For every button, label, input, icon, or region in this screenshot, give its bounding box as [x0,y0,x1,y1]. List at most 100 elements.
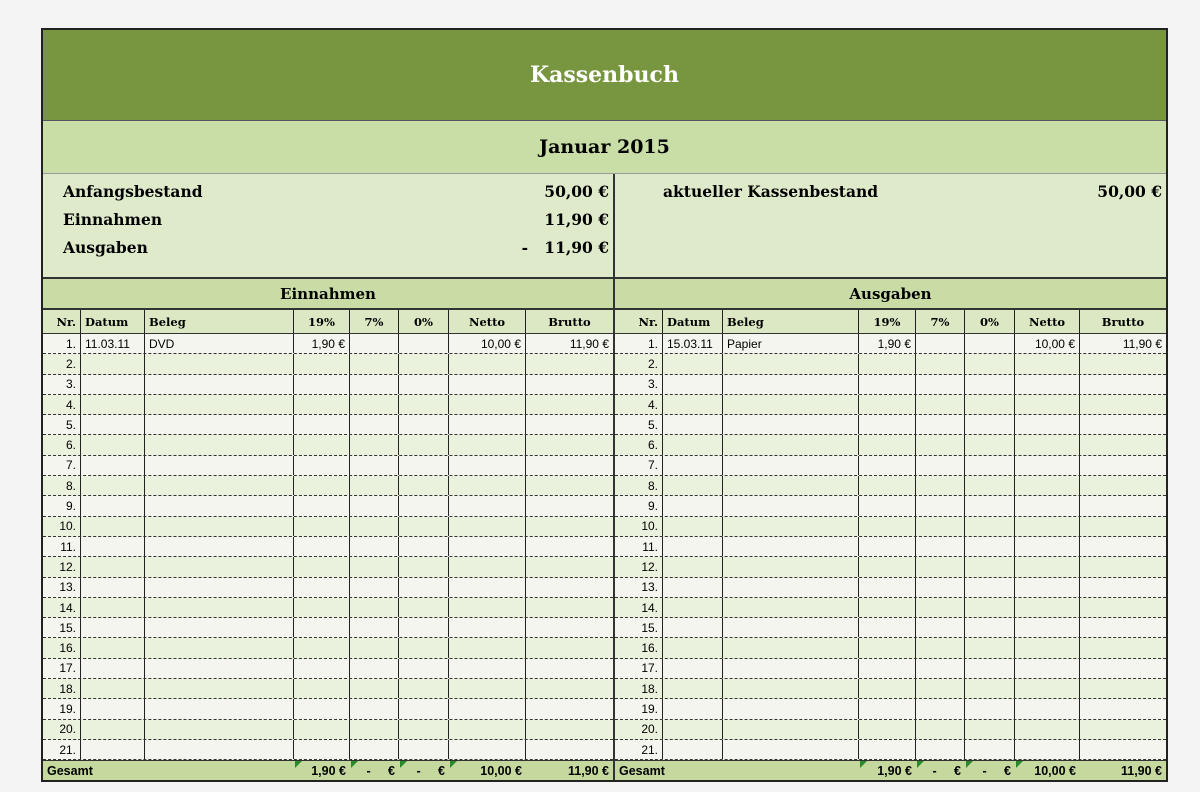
cell-brutto[interactable] [526,557,613,576]
cell-0[interactable] [399,354,449,374]
cell-brutto[interactable] [1080,435,1166,454]
column-header[interactable]: 7% [350,310,399,333]
cell-brutto[interactable] [526,578,613,597]
cell-beleg[interactable] [723,658,859,679]
cell-7[interactable] [916,719,965,739]
cell-19[interactable] [294,699,350,719]
cell-19[interactable] [859,496,916,516]
cell-datum[interactable] [663,496,723,516]
cell-nr[interactable]: 1. [615,334,663,354]
cell-datum[interactable] [663,557,723,577]
cell-datum[interactable] [81,415,145,435]
cell-beleg[interactable] [723,679,859,699]
cell-nr[interactable]: 12. [615,557,663,577]
cell-brutto[interactable]: 11,90 € [1122,336,1162,351]
cell-datum[interactable] [81,435,145,455]
cell-brutto[interactable] [1080,557,1166,576]
cell-netto[interactable] [449,354,526,374]
cell-beleg[interactable] [145,699,294,719]
cell-0[interactable] [965,557,1015,577]
cell-beleg[interactable] [145,597,294,618]
cell-0[interactable] [399,658,449,679]
cell-beleg[interactable] [723,435,859,455]
cell-beleg[interactable] [723,496,859,516]
cell-netto[interactable] [449,415,526,435]
cell-beleg[interactable] [723,354,859,374]
cell-19[interactable] [859,638,916,658]
cell-datum[interactable] [81,476,145,496]
cell-7[interactable] [916,536,965,557]
cell-netto[interactable] [1015,699,1080,719]
cell-0[interactable] [965,435,1015,455]
column-header[interactable]: Netto [1015,310,1080,333]
cell-beleg[interactable] [723,536,859,557]
cell-brutto[interactable] [526,659,613,678]
cell-netto[interactable] [1015,679,1080,699]
cell-brutto[interactable] [1080,375,1166,394]
cell-0[interactable] [965,394,1015,415]
cell-0[interactable] [965,354,1015,374]
cell-19[interactable] [294,577,350,597]
cell-datum[interactable] [663,516,723,536]
cell-7[interactable] [350,374,399,394]
cell-brutto[interactable] [526,679,613,698]
cell-datum[interactable] [81,618,145,638]
cell-brutto[interactable]: 11,90 € [569,336,609,351]
cell-0[interactable] [965,536,1015,557]
cell-beleg[interactable]: Papier [723,334,859,354]
cell-beleg[interactable] [145,516,294,536]
cell-datum[interactable] [81,638,145,658]
cell-nr[interactable]: 8. [43,476,81,496]
cell-0[interactable] [399,699,449,719]
cell-0[interactable] [965,618,1015,638]
cell-19[interactable] [294,354,350,374]
cell-brutto[interactable] [526,435,613,454]
cell-beleg[interactable] [723,476,859,496]
column-header[interactable]: 7% [916,310,965,333]
cell-7[interactable] [350,394,399,415]
cell-0[interactable] [399,577,449,597]
cell-7[interactable] [350,597,399,618]
cell-7[interactable] [916,638,965,658]
cell-datum[interactable] [81,577,145,597]
cell-19[interactable] [859,679,916,699]
cell-7[interactable] [916,435,965,455]
cell-brutto[interactable] [526,598,613,617]
cell-nr[interactable]: 18. [43,679,81,699]
cell-7[interactable] [350,699,399,719]
cell-19[interactable] [294,638,350,658]
cell-netto[interactable] [449,496,526,516]
cell-beleg[interactable] [723,557,859,577]
cell-beleg[interactable] [145,496,294,516]
cell-brutto[interactable] [1080,638,1166,657]
cell-netto[interactable] [1015,536,1080,557]
cell-brutto[interactable] [1080,598,1166,617]
cell-beleg[interactable] [723,455,859,476]
cell-brutto[interactable] [526,618,613,637]
cell-brutto[interactable] [1080,476,1166,495]
cell-0[interactable] [965,638,1015,658]
cell-nr[interactable]: 18. [615,679,663,699]
cell-nr[interactable]: 4. [43,394,81,415]
cell-brutto[interactable] [1080,699,1166,718]
cell-0[interactable] [965,496,1015,516]
cell-19[interactable] [859,658,916,679]
cell-nr[interactable]: 6. [615,435,663,455]
cell-datum[interactable] [663,699,723,719]
cell-7[interactable] [916,597,965,618]
cell-beleg[interactable] [723,516,859,536]
cell-netto[interactable] [449,435,526,455]
column-header[interactable]: Nr. [43,310,81,333]
cell-0[interactable] [965,699,1015,719]
cell-19[interactable] [859,476,916,496]
cell-brutto[interactable] [1080,578,1166,597]
cell-19[interactable] [294,435,350,455]
cell-7[interactable] [916,679,965,699]
cell-netto[interactable] [449,739,526,760]
cell-brutto[interactable] [1080,618,1166,637]
cell-netto[interactable] [449,719,526,739]
cell-netto[interactable] [1015,557,1080,577]
cell-beleg[interactable] [145,455,294,476]
cell-nr[interactable]: 5. [43,415,81,435]
column-header[interactable]: 19% [859,310,916,333]
